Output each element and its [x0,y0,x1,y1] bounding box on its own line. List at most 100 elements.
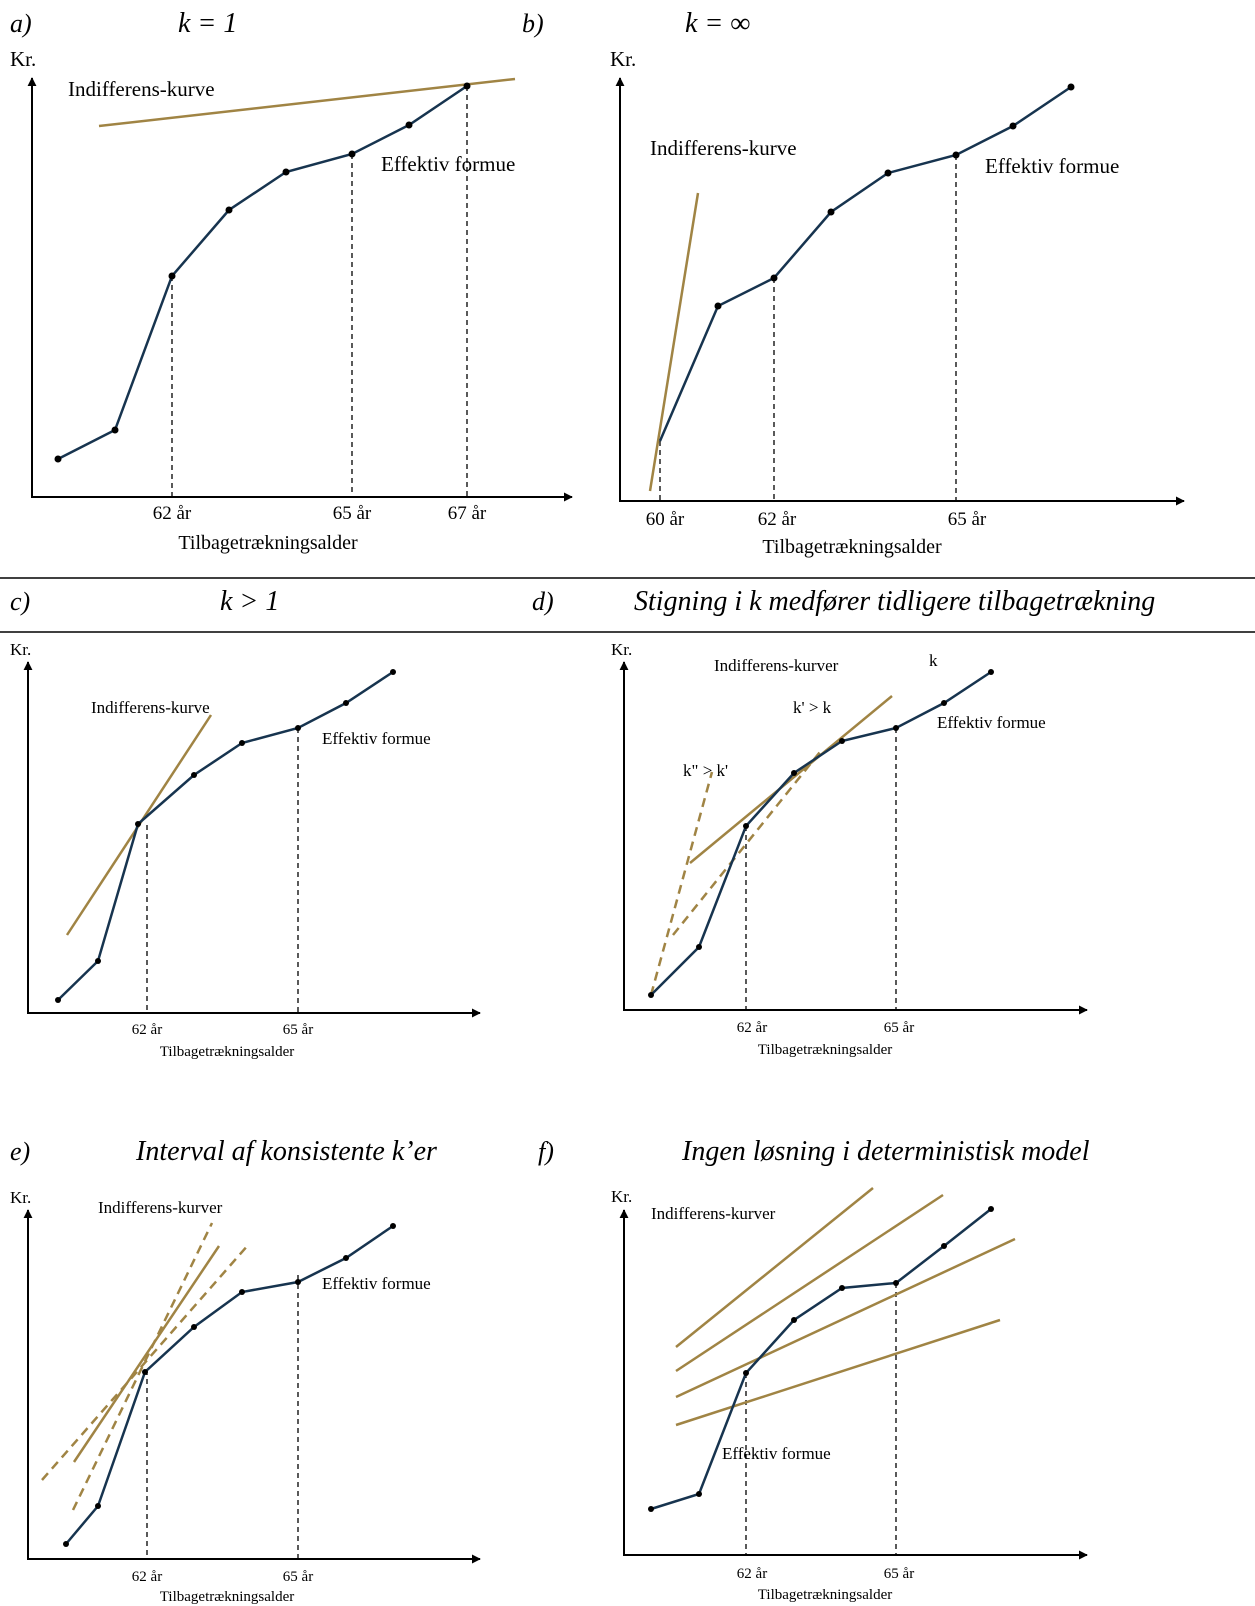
panel-d-indifference-k-prime [672,751,821,936]
panel-d-point [988,669,994,675]
panel-b-point [1067,83,1075,91]
panel-e-y-axis-label: Kr. [10,1188,31,1207]
panel-d-wealth-points [648,669,994,998]
panel-e-tick-62: 62 år [132,1569,162,1585]
panel-f-point [791,1317,797,1323]
panel-e: Kr. Indifferens-kurver Effektiv formue 6… [10,1188,481,1605]
panel-e-x-axis-label: Tilbagetrækningsalder [160,1589,294,1605]
panel-d-point [648,992,654,998]
panel-e-point [295,1279,301,1285]
panel-f: Kr. Indifferens-kurver Effektiv formue 6… [611,1187,1088,1603]
panel-c-tick-62: 62 år [132,1022,162,1038]
panel-b-wealth-label: Effektiv formue [985,154,1119,178]
panel-f-indifference-1 [675,1187,874,1348]
panel-f-point [893,1280,899,1286]
panel-f-label: f) [538,1137,554,1166]
panel-a-point [168,272,176,280]
panel-c-title: k > 1 [220,586,279,617]
panel-a-label: a) [10,9,32,38]
panel-a-title: k = 1 [178,8,237,39]
panel-b-point [714,302,722,310]
panel-e-point [191,1324,197,1330]
panel-b-point [952,151,960,159]
panel-b-point [770,274,778,282]
panel-a-point [405,121,413,129]
panel-f-indifference-4 [675,1318,1001,1427]
panel-e-wealth-label: Effektiv formue [322,1274,431,1293]
panel-a-indifference-label: Indifferens-kurve [68,77,215,101]
panel-e-point [63,1541,69,1547]
panel-a-wealth-curve [57,84,468,461]
panel-d-point [791,770,797,776]
panel-c-wealth-points [55,669,396,1003]
panel-e-point [343,1255,349,1261]
panel-a-x-axis-label: Tilbagetrækningsalder [178,532,358,554]
panel-b-title: k = ∞ [685,8,750,39]
panel-f-point [648,1506,654,1512]
panel-d-line-label-k-double-prime: k" > k' [683,761,728,780]
panel-b-x-axis-label: Tilbagetrækningsalder [762,536,942,558]
panel-d-x-axis-label: Tilbagetrækningsalder [758,1042,892,1058]
panel-e-wealth-curve [65,1224,394,1545]
panel-d-label: d) [532,587,554,616]
panel-f-point [839,1285,845,1291]
panel-d-point [941,700,947,706]
panel-d-indifference-k [689,695,893,864]
panel-f-x-axis-label: Tilbagetrækningsalder [758,1587,892,1603]
panel-c: Kr. Indifferens-kurve Effektiv formue 62… [10,640,481,1060]
panel-f-indifference-label: Indifferens-kurver [651,1204,776,1223]
panel-b-tick-62: 62 år [758,509,797,530]
panel-c-point [95,958,101,964]
panel-f-wealth-curve [650,1208,992,1511]
panel-d-line-label-k: k [929,651,938,670]
panel-c-indifference-label: Indifferens-kurve [91,698,210,717]
panel-b-indifference-curve [648,192,700,492]
panel-e-indifference-dashed-2 [71,1222,214,1511]
panel-e-indifference-label: Indifferens-kurver [98,1198,223,1217]
panel-b-wealth-curve [658,85,1072,442]
panel-a-point [111,426,119,434]
panel-f-indifference-2 [675,1193,944,1373]
panel-c-y-axis-label: Kr. [10,640,31,659]
panel-c-point [55,997,61,1003]
panel-a-wealth-points [54,82,471,463]
panel-b-wealth-points [714,83,1075,310]
panel-a-point [463,82,471,90]
panel-c-tick-65: 65 år [283,1022,313,1038]
panel-d-point [696,944,702,950]
panel-b-tick-60: 60 år [646,509,685,530]
panel-a-y-axis-label: Kr. [10,47,36,71]
panel-b: b) k = ∞ Kr. Indifferens-kurve Effektiv … [522,8,1185,558]
panel-f-tick-62: 62 år [737,1566,767,1582]
panel-f-tick-65: 65 år [884,1566,914,1582]
panel-b-point [827,208,835,216]
panel-d-indifference-label: Indifferens-kurver [714,656,839,675]
panel-e-point [239,1289,245,1295]
panel-a-wealth-label: Effektiv formue [381,152,515,176]
panel-a-tick-65: 65 år [333,503,372,524]
panel-d-point [839,738,845,744]
panel-e-wealth-points [63,1223,396,1547]
panel-a-tick-67: 67 år [448,503,487,524]
panel-a-tick-62: 62 år [153,503,192,524]
panel-d-point [893,725,899,731]
panel-b-indifference-label: Indifferens-kurve [650,136,797,160]
panel-b-y-axis-label: Kr. [610,47,636,71]
panel-d-tick-65: 65 år [884,1020,914,1036]
panel-f-point [696,1491,702,1497]
panel-a-point [225,206,233,214]
panel-d-wealth-curve [650,670,992,996]
panel-f-wealth-label: Effektiv formue [722,1444,831,1463]
panel-e-point [390,1223,396,1229]
panel-f-indifference-3 [675,1237,1016,1399]
panel-a-point [54,455,62,463]
panel-e-point [142,1369,148,1375]
panel-b-point [1009,122,1017,130]
panel-d-indifference-k-double-prime [649,771,714,996]
panel-d-point [743,823,749,829]
panel-c-point [239,740,245,746]
panel-a-point [348,150,356,158]
panel-e-title: Interval af konsistente k’er [135,1136,437,1167]
panel-d: Kr. Indifferens-kurver k k' > k k" > k' … [611,640,1088,1058]
